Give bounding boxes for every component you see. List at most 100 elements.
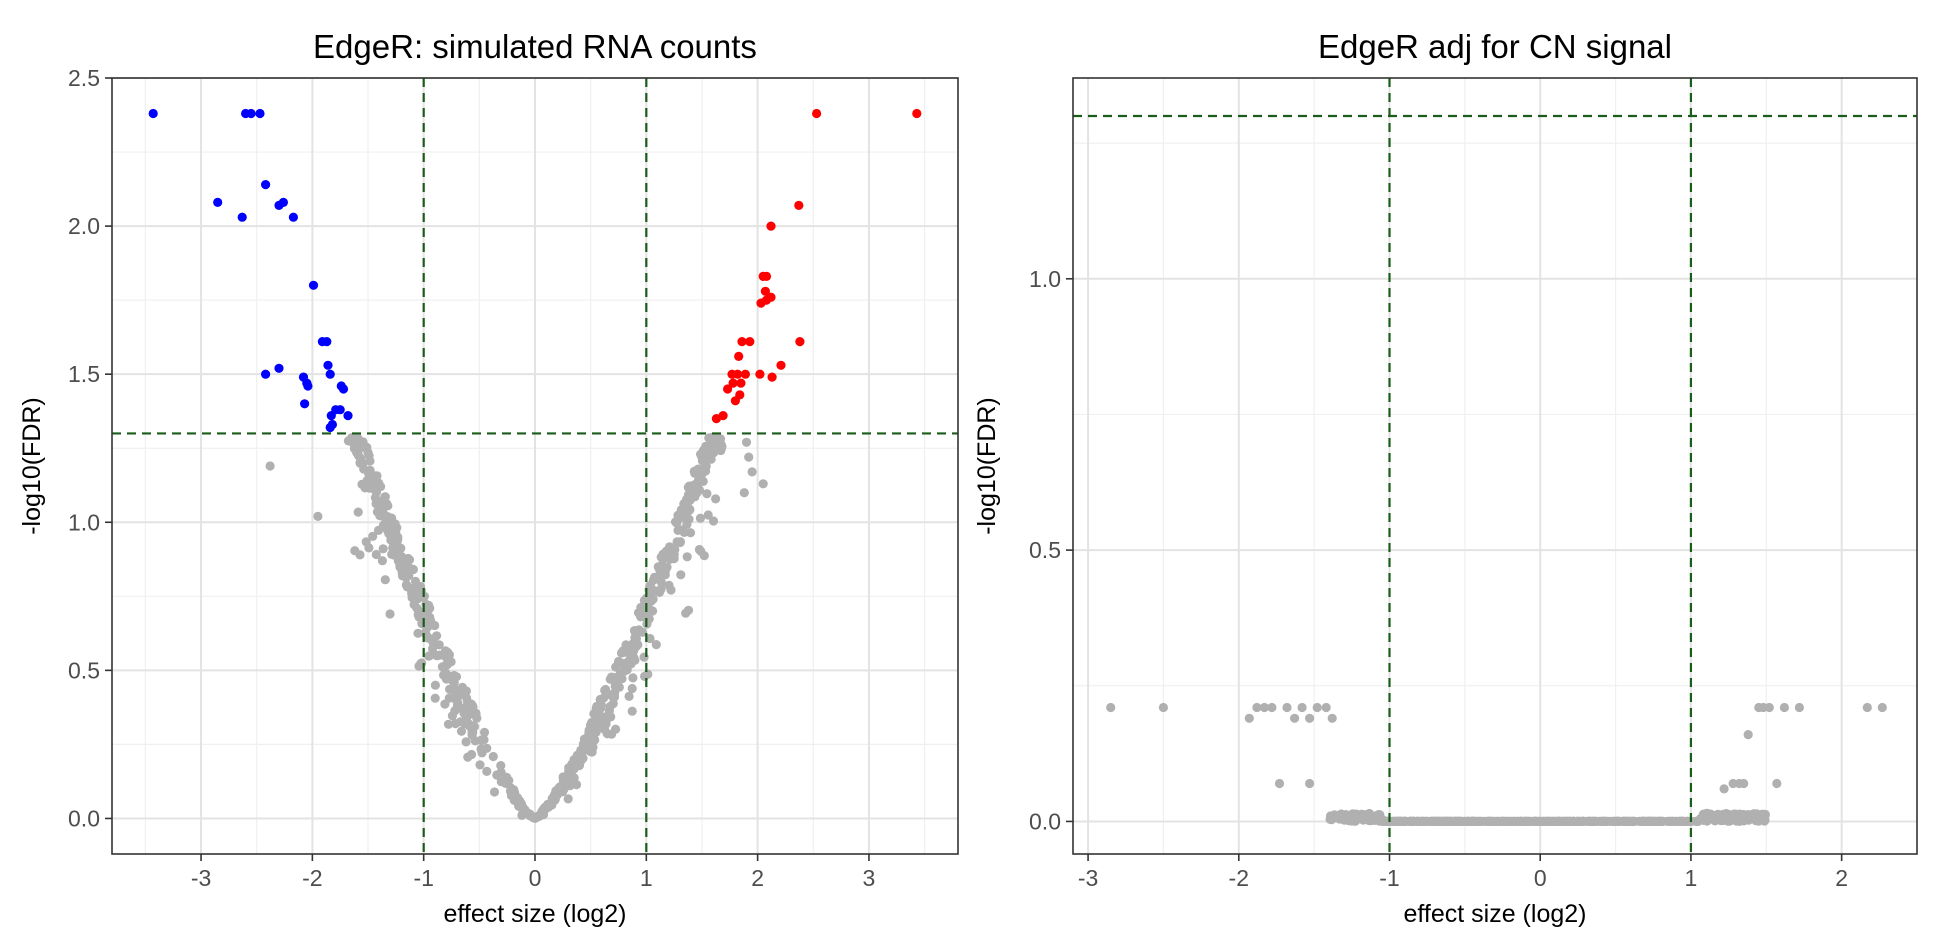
ns-point [1377,816,1387,827]
y-tick-label: 0.0 [1029,808,1061,834]
ns-point [1244,713,1254,723]
ns-point [1470,816,1480,827]
ns-point [364,543,374,553]
ns-point [702,489,712,499]
down-point [325,369,335,379]
y-tick-label: 1.5 [68,361,100,387]
ns-point [1429,816,1439,827]
ns-point [479,727,490,738]
ns-point [440,646,451,656]
ns-point [604,706,615,716]
ns-point [1676,816,1686,827]
ns-point [1754,816,1764,826]
ns-point [613,673,623,684]
ns-point [1764,702,1774,713]
down-point [303,381,313,391]
ns-points [265,432,768,824]
ns-point [365,467,375,477]
up-point [812,108,822,119]
down-point [237,212,247,222]
ns-point [564,763,574,773]
plot-area [1073,78,1917,854]
ns-point [430,680,440,690]
ns-points [1106,702,1887,794]
ns-point [380,575,390,585]
ns-point [1440,816,1450,827]
y-tick-label: 0.5 [1029,537,1061,563]
ns-point [554,782,565,792]
x-axis-label: effect size (log2) [444,900,627,928]
ns-point [589,709,599,719]
ns-point [1252,702,1262,713]
ns-point [1743,730,1753,740]
ns-point [1736,815,1746,825]
ns-point [1305,778,1315,789]
ns-point [1704,813,1714,823]
ns-point [670,517,681,527]
ns-point [458,704,468,715]
ns-point [1719,784,1729,794]
ns-point [1274,778,1285,789]
x-tick-label: -2 [302,865,322,891]
ns-point [450,706,460,716]
ns-point [739,488,749,498]
ns-point [461,737,471,747]
up-point [730,396,741,406]
x-tick-label: 0 [1534,865,1547,891]
ns-point [1305,713,1315,723]
down-point [255,108,265,119]
ns-point [708,516,719,526]
up-point [776,360,786,370]
ns-point [623,648,634,658]
ns-point [385,609,395,619]
ns-point [413,628,423,638]
ns-point [1493,816,1503,827]
ns-point [377,556,387,566]
up-point [727,369,737,379]
ns-point [624,691,634,702]
ns-point [475,760,485,770]
ns-point [704,433,714,443]
ns-point [383,527,393,537]
ns-point [610,688,620,698]
up-points [711,108,922,424]
ns-point [1330,812,1340,822]
ns-point [682,552,692,562]
y-tick-label: 2.5 [68,65,100,91]
x-axis-label: effect size (log2) [1404,900,1587,928]
x-tick-label: 3 [863,865,876,891]
ns-point [489,787,500,797]
ns-point [693,468,703,478]
ns-point [1565,816,1576,827]
ns-point [744,452,754,462]
x-tick-label: -2 [1229,865,1249,891]
ns-point [665,554,676,564]
ns-point [697,456,708,466]
ns-point [672,537,682,547]
ns-point [347,433,357,443]
ns-point [703,510,713,520]
ns-point [373,525,384,536]
ns-point [602,729,612,739]
ns-point [423,620,433,630]
ns-point [1727,813,1737,824]
ns-point [586,718,597,728]
ns-point [681,496,691,506]
up-point [767,372,777,382]
x-tick-label: 1 [1685,865,1698,891]
ns-point [375,510,385,521]
up-point [761,271,772,281]
up-point [711,414,722,424]
plot-border [1072,77,1918,855]
ns-point [1624,816,1635,827]
ns-point [644,595,654,605]
ns-point [634,625,644,635]
ns-point [747,467,757,477]
ns-point [397,569,407,579]
ns-point [643,669,653,679]
ns-point [624,659,634,669]
ns-point [482,743,492,753]
ns-point [424,651,434,661]
up-point [766,221,776,231]
ns-point [627,683,637,694]
